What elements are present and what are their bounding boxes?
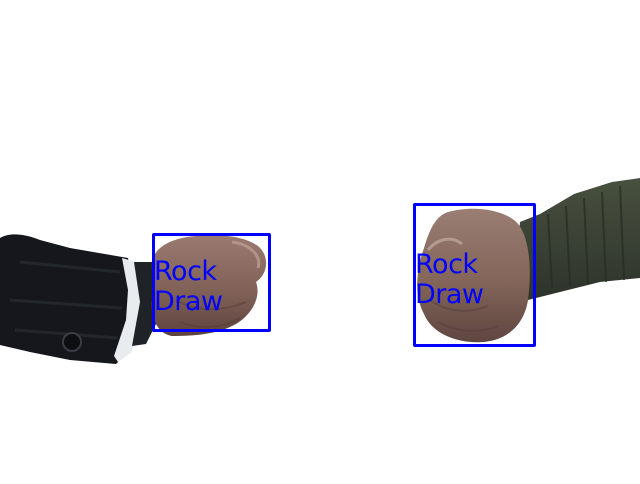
left-shirt-cuff [114, 258, 140, 362]
right-sleeve [516, 178, 640, 300]
detection-status-label: Draw [415, 279, 484, 310]
left-arm [0, 234, 267, 364]
detection-box-right [413, 203, 536, 347]
left-sleeve-button [62, 332, 82, 352]
detection-box-left [152, 233, 271, 332]
detection-label-right: Rock Draw [415, 250, 484, 310]
left-fist [151, 235, 267, 336]
detection-class-label: Rock [154, 256, 217, 287]
right-arm [417, 178, 640, 343]
detection-status-label: Draw [154, 286, 223, 317]
detection-label-left: Rock Draw [154, 257, 223, 317]
detection-class-label: Rock [415, 249, 478, 280]
